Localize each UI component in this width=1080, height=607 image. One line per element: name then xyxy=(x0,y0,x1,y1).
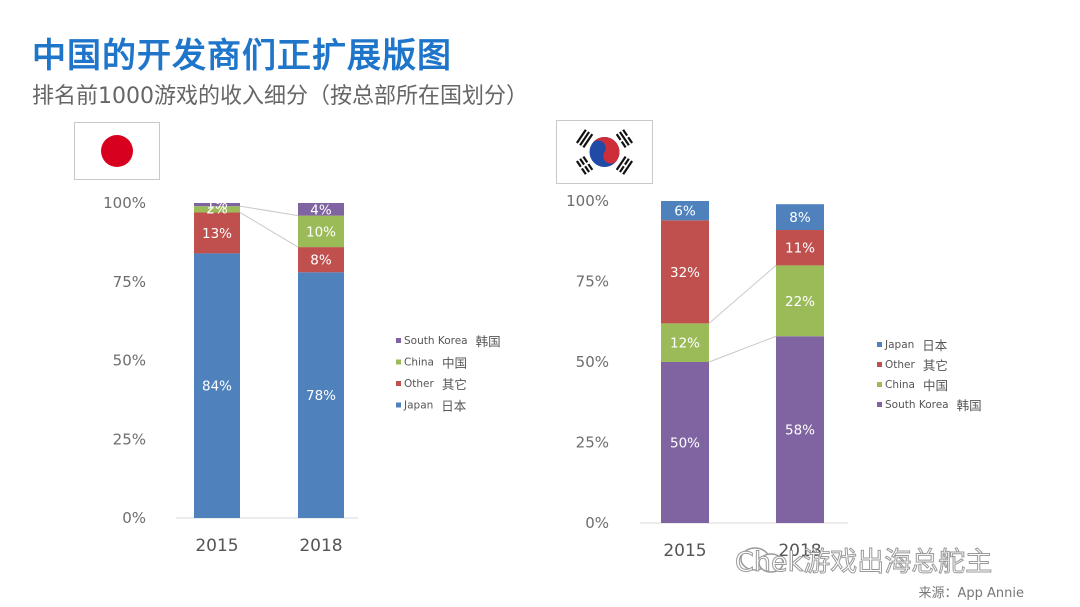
y-tick-label: 50% xyxy=(576,353,609,371)
series-connector-line xyxy=(239,212,299,248)
legend-swatch xyxy=(396,381,401,386)
legend-swatch xyxy=(396,402,401,408)
legend-label: South Korea xyxy=(404,335,468,347)
bar-segment-south-korea xyxy=(298,203,344,216)
y-tick-label: 75% xyxy=(576,273,609,291)
source-note: 来源：App Annie xyxy=(918,586,1024,601)
bar-segment-china xyxy=(194,206,240,213)
data-label: 4% xyxy=(310,202,332,218)
legend-label: Japan xyxy=(884,339,914,351)
bar-segment-south-korea xyxy=(776,336,824,523)
legend-label-zh: 日本 xyxy=(922,338,948,353)
y-tick-label: 100% xyxy=(566,192,609,210)
data-label: 12% xyxy=(670,336,700,352)
legend-label-zh: 中国 xyxy=(442,356,467,371)
bar-segment-other xyxy=(776,229,824,266)
bar-segment-other xyxy=(298,247,344,273)
data-label: 10% xyxy=(306,224,336,240)
legend-label-zh: 韩国 xyxy=(476,334,501,349)
legend-label: South Korea xyxy=(885,399,949,411)
legend-label-zh: 其它 xyxy=(923,358,948,373)
japan-flag-icon xyxy=(101,135,133,167)
legend-label: China xyxy=(404,357,434,369)
legend-swatch xyxy=(877,382,882,387)
series-connector-line xyxy=(239,205,299,217)
data-label: 22% xyxy=(785,294,815,310)
legend-swatch xyxy=(396,359,401,365)
bar-segment-other xyxy=(194,212,240,254)
data-label: 32% xyxy=(670,265,700,281)
legend-swatch xyxy=(396,338,401,343)
y-tick-label: 0% xyxy=(585,514,609,532)
legend-swatch xyxy=(877,362,882,367)
x-category-label: 2015 xyxy=(663,541,706,561)
data-label: 1% xyxy=(206,197,228,213)
bar-segment-china xyxy=(298,215,344,248)
data-label: 13% xyxy=(202,226,232,242)
y-tick-label: 75% xyxy=(113,273,146,291)
bar-segment-china xyxy=(776,265,824,337)
y-tick-label: 25% xyxy=(113,430,146,448)
page-title: 中国的开发商们正扩展版图 xyxy=(32,36,452,76)
south-korea-flag-icon xyxy=(575,129,634,175)
bar-segment-japan xyxy=(194,253,240,518)
data-label: 8% xyxy=(789,210,811,226)
data-label: 6% xyxy=(674,204,696,220)
y-tick-label: 25% xyxy=(576,434,609,452)
data-label: 50% xyxy=(670,436,700,452)
series-connector-line xyxy=(708,265,777,324)
legend-swatch xyxy=(877,402,882,407)
bar-segment-japan xyxy=(776,204,824,230)
bar-segment-other xyxy=(661,220,709,324)
y-tick-label: 50% xyxy=(113,352,146,370)
bar-segment-china xyxy=(661,323,709,362)
data-label: 11% xyxy=(785,241,815,257)
y-tick-label: 100% xyxy=(103,194,146,212)
bar-segment-japan xyxy=(661,201,709,221)
x-category-label: 2015 xyxy=(195,536,238,556)
legend-label: Japan xyxy=(403,400,433,412)
legend-swatch xyxy=(877,342,882,347)
y-tick-label: 0% xyxy=(122,509,146,527)
japan-flag xyxy=(74,122,160,180)
data-label: 8% xyxy=(310,253,332,269)
wechat-icon xyxy=(740,547,784,573)
south-korea-flag xyxy=(556,120,653,184)
legend-label: Other xyxy=(885,359,915,371)
legend-label-zh: 韩国 xyxy=(957,398,982,413)
legend-label-zh: 其它 xyxy=(442,377,467,392)
watermark: Chek游戏出海总舵主 xyxy=(734,547,993,579)
data-label: 58% xyxy=(785,423,815,439)
legend-label-zh: 中国 xyxy=(923,378,948,393)
bar-segment-japan xyxy=(298,272,344,518)
x-category-label: 2018 xyxy=(299,536,342,556)
legend-label-zh: 日本 xyxy=(441,399,467,414)
legend-label: China xyxy=(885,379,915,391)
bar-segment-south-korea xyxy=(661,362,709,523)
series-connector-line xyxy=(708,335,777,363)
data-label: 78% xyxy=(306,388,336,404)
x-category-label: 2018 xyxy=(778,541,821,561)
bar-segment-south-korea xyxy=(194,203,240,207)
page-subtitle: 排名前1000游戏的收入细分（按总部所在国划分） xyxy=(32,84,528,109)
data-label: 84% xyxy=(202,379,232,395)
legend-label: Other xyxy=(404,378,434,390)
